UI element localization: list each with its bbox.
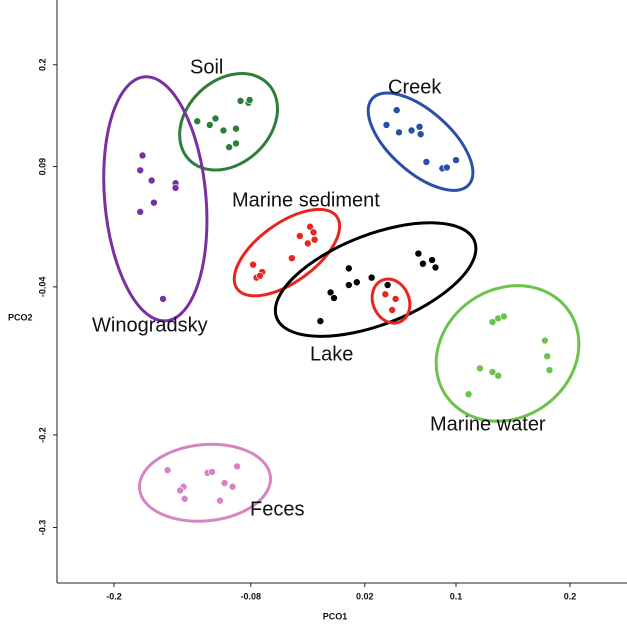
point bbox=[383, 281, 392, 289]
point bbox=[494, 371, 502, 380]
point bbox=[382, 121, 391, 129]
point bbox=[138, 151, 147, 160]
point bbox=[245, 96, 254, 104]
group-label: Winogradsky bbox=[92, 314, 208, 336]
point bbox=[228, 482, 237, 491]
point bbox=[288, 254, 296, 262]
point bbox=[330, 294, 338, 302]
point bbox=[416, 130, 425, 138]
point bbox=[159, 295, 167, 303]
point bbox=[464, 390, 473, 399]
point bbox=[415, 122, 424, 131]
point bbox=[392, 106, 401, 114]
point bbox=[414, 249, 423, 258]
point bbox=[388, 306, 396, 314]
point bbox=[136, 166, 145, 175]
point bbox=[180, 494, 189, 503]
group-label: Marine water bbox=[430, 413, 546, 435]
point bbox=[419, 259, 427, 268]
group-label: Lake bbox=[310, 343, 353, 365]
point bbox=[220, 479, 229, 487]
point bbox=[422, 158, 431, 166]
point bbox=[208, 468, 216, 476]
cluster-ellipse bbox=[137, 442, 273, 523]
point bbox=[326, 288, 335, 297]
point bbox=[256, 271, 264, 280]
group-label: Creek bbox=[388, 76, 442, 98]
point bbox=[500, 312, 508, 321]
point bbox=[309, 228, 318, 237]
x-tick-label: 0.02 bbox=[356, 591, 374, 601]
point bbox=[476, 364, 484, 373]
point bbox=[150, 198, 158, 207]
point bbox=[345, 264, 353, 273]
y-tick-label: 0.09 bbox=[37, 158, 47, 176]
y-tick-label: -0.2 bbox=[37, 427, 47, 443]
cluster-ellipse bbox=[370, 277, 412, 325]
point bbox=[353, 278, 361, 287]
point bbox=[488, 368, 497, 376]
point bbox=[193, 117, 202, 126]
point bbox=[428, 256, 436, 264]
point bbox=[443, 163, 451, 172]
point bbox=[296, 232, 304, 240]
y-axis-title: PCO2 bbox=[8, 312, 33, 322]
point bbox=[316, 317, 325, 325]
point bbox=[147, 176, 156, 185]
point bbox=[233, 462, 241, 471]
point bbox=[545, 366, 554, 374]
x-tick-label: -0.2 bbox=[106, 591, 122, 601]
point bbox=[303, 239, 312, 248]
cluster-ellipse bbox=[273, 221, 478, 338]
point bbox=[163, 466, 172, 474]
x-axis-title: PCO1 bbox=[323, 611, 348, 621]
point bbox=[232, 139, 240, 148]
point bbox=[310, 235, 319, 244]
y-tick-label: -0.04 bbox=[37, 277, 47, 298]
point bbox=[345, 281, 353, 289]
point bbox=[395, 128, 403, 137]
y-tick-label: 0.2 bbox=[37, 59, 47, 72]
point bbox=[543, 352, 552, 361]
point bbox=[367, 273, 376, 282]
group-label: Feces bbox=[250, 498, 304, 520]
point bbox=[211, 114, 220, 123]
cluster-ellipse bbox=[434, 284, 581, 423]
point bbox=[205, 121, 214, 129]
point bbox=[236, 97, 245, 105]
point bbox=[171, 184, 180, 192]
cluster-ellipse bbox=[232, 207, 342, 298]
point bbox=[407, 126, 416, 135]
point bbox=[391, 295, 400, 303]
cluster-ellipse bbox=[366, 91, 475, 192]
point bbox=[381, 290, 390, 299]
point bbox=[541, 336, 549, 345]
point bbox=[232, 124, 240, 133]
point bbox=[136, 208, 145, 216]
group-label: Soil bbox=[190, 56, 223, 78]
cluster-ellipse bbox=[102, 75, 209, 323]
point bbox=[488, 318, 497, 326]
x-tick-label: -0.08 bbox=[241, 591, 262, 601]
point bbox=[249, 260, 257, 269]
point bbox=[306, 222, 314, 231]
point bbox=[431, 263, 440, 272]
y-tick-label: -0.3 bbox=[37, 520, 47, 536]
group-label: Marine sediment bbox=[232, 189, 380, 211]
point bbox=[225, 143, 233, 151]
point bbox=[219, 126, 228, 135]
cluster-ellipse bbox=[178, 72, 280, 172]
point bbox=[216, 496, 224, 505]
x-tick-label: 0.1 bbox=[450, 591, 463, 601]
point bbox=[452, 156, 460, 164]
point bbox=[176, 486, 184, 495]
x-tick-label: 0.2 bbox=[564, 591, 577, 601]
